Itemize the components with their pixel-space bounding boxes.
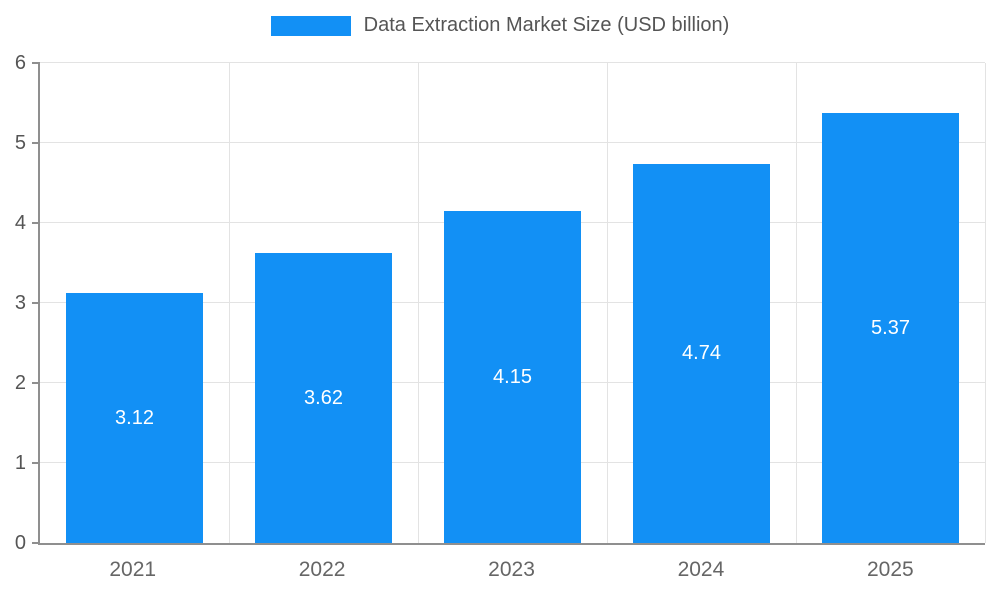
gridline-vertical bbox=[796, 63, 797, 543]
y-axis-label: 3 bbox=[14, 292, 26, 314]
y-axis-tick bbox=[32, 142, 40, 144]
x-axis-label: 2023 bbox=[488, 558, 535, 581]
gridline-vertical bbox=[229, 63, 230, 543]
bar-2021: 3.12 bbox=[65, 293, 204, 543]
legend-title: Data Extraction Market Size (USD billion… bbox=[363, 14, 730, 36]
y-axis-tick bbox=[32, 302, 40, 304]
x-axis-label: 2021 bbox=[109, 558, 157, 581]
x-axis-label: 2024 bbox=[677, 558, 725, 581]
legend-swatch bbox=[270, 15, 351, 36]
y-axis-label: 1 bbox=[14, 452, 26, 475]
gridline-vertical bbox=[985, 63, 986, 543]
bar-2024: 4.74 bbox=[632, 163, 771, 543]
bar-value-label: 4.74 bbox=[682, 341, 721, 364]
y-axis-label: 0 bbox=[14, 532, 26, 554]
bar-value-label: 3.62 bbox=[304, 386, 343, 409]
gridline-horizontal bbox=[40, 142, 985, 143]
y-axis-label: 2 bbox=[14, 372, 26, 395]
bar-2023: 4.15 bbox=[443, 211, 582, 543]
bar-value-label: 5.37 bbox=[871, 316, 910, 339]
y-axis-label: 4 bbox=[14, 212, 26, 235]
plot-area: 0 1 2 3 4 5 6 3.12 3.62 4.15 4.74 5.37 bbox=[15, 53, 986, 553]
bar-value-label: 4.15 bbox=[493, 365, 532, 388]
x-axis-label: 2022 bbox=[298, 558, 346, 581]
bar-2022: 3.62 bbox=[254, 253, 393, 543]
bar-value-label: 3.12 bbox=[115, 406, 154, 429]
bar-2025: 5.37 bbox=[821, 113, 960, 543]
gridline-vertical bbox=[607, 63, 608, 543]
gridline-vertical bbox=[418, 63, 419, 543]
y-axis-tick bbox=[32, 382, 40, 385]
chart-legend[interactable]: Data Extraction Market Size (USD billion… bbox=[0, 14, 1000, 37]
x-axis: 2021 2022 2023 2024 2025 bbox=[38, 558, 985, 582]
y-axis-tick bbox=[32, 222, 40, 225]
gridline-horizontal bbox=[40, 62, 985, 63]
x-axis-label: 2025 bbox=[866, 558, 914, 581]
y-axis-tick bbox=[32, 62, 40, 64]
y-axis-tick bbox=[32, 542, 40, 544]
y-axis-label: 5 bbox=[14, 132, 26, 154]
y-axis-label: 6 bbox=[14, 52, 26, 74]
y-axis-tick bbox=[32, 462, 40, 465]
